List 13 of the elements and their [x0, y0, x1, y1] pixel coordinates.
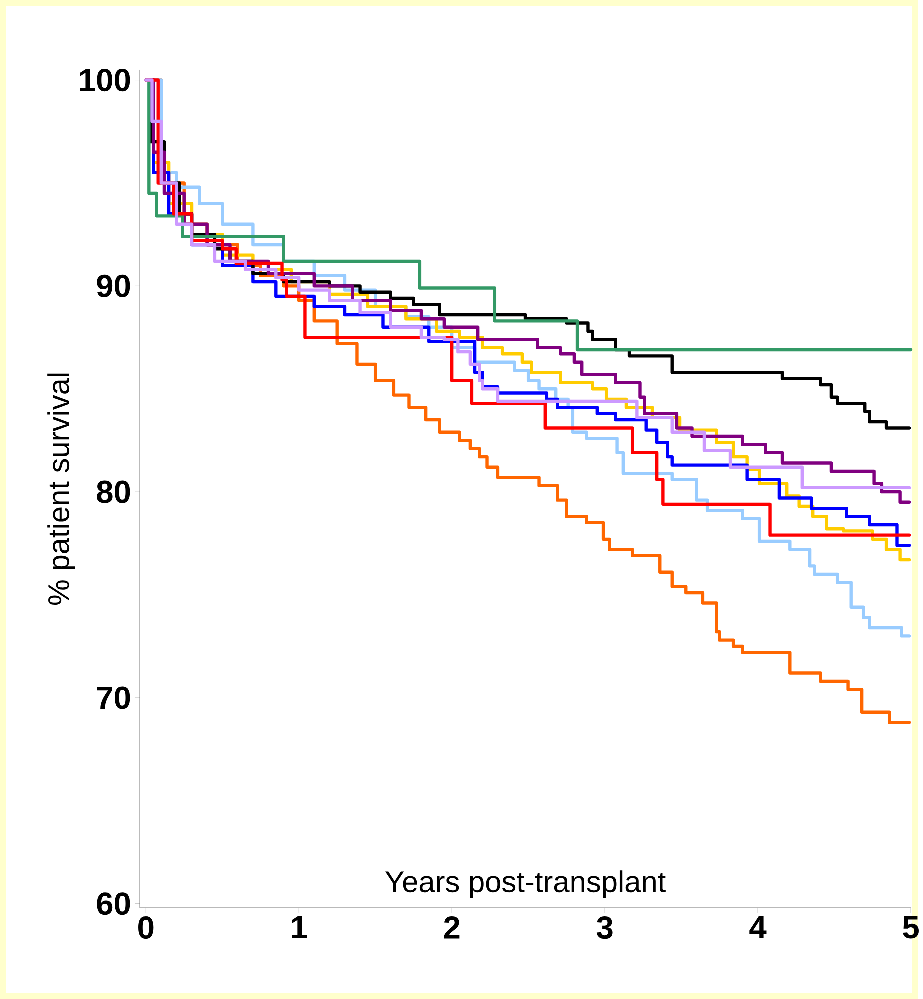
x-tick-label: 5	[903, 916, 919, 939]
x-tick-label: 1	[292, 916, 307, 938]
x-tick-label: 2	[444, 916, 460, 939]
y-tick-label: 80	[96, 480, 130, 504]
y-tick-label: 90	[97, 274, 130, 298]
y-tick-label: 60	[97, 892, 130, 916]
y-tick-label: 100	[80, 69, 130, 92]
y-tick-label: 70	[97, 686, 130, 710]
x-tick-label: 3	[596, 916, 613, 940]
x-tick-label: 4	[750, 916, 767, 938]
y-axis-title: % patient survival	[47, 374, 76, 606]
x-tick-label: 0	[138, 916, 154, 940]
x-axis-title: Years post-transplant	[385, 870, 666, 898]
